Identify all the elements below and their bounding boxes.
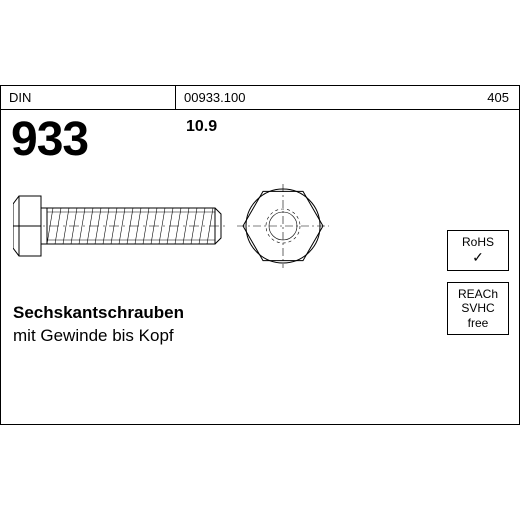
desc-line1: Sechskantschrauben [13, 302, 184, 325]
strength-class: 10.9 [186, 118, 217, 136]
bolt-drawing [13, 176, 333, 286]
desc-line2: mit Gewinde bis Kopf [13, 325, 184, 348]
header-row: DIN 00933.100 405 [1, 86, 519, 110]
rohs-badge: RoHS ✓ [447, 230, 509, 271]
description: Sechskantschrauben mit Gewinde bis Kopf [13, 302, 184, 348]
header-standard: DIN [1, 86, 176, 109]
reach-line3: free [450, 316, 506, 330]
main-area: 933 10.9 [1, 110, 519, 424]
din-number: 933 [11, 112, 88, 167]
spec-sheet: DIN 00933.100 405 933 10.9 [0, 85, 520, 425]
reach-badge: REACh SVHC free [447, 282, 509, 335]
reach-line1: REACh [450, 287, 506, 301]
header-partcode: 00933.100 [176, 90, 449, 105]
header-rightcode: 405 [449, 90, 519, 105]
reach-line2: SVHC [450, 301, 506, 315]
check-icon: ✓ [450, 249, 506, 266]
rohs-label: RoHS [450, 235, 506, 249]
